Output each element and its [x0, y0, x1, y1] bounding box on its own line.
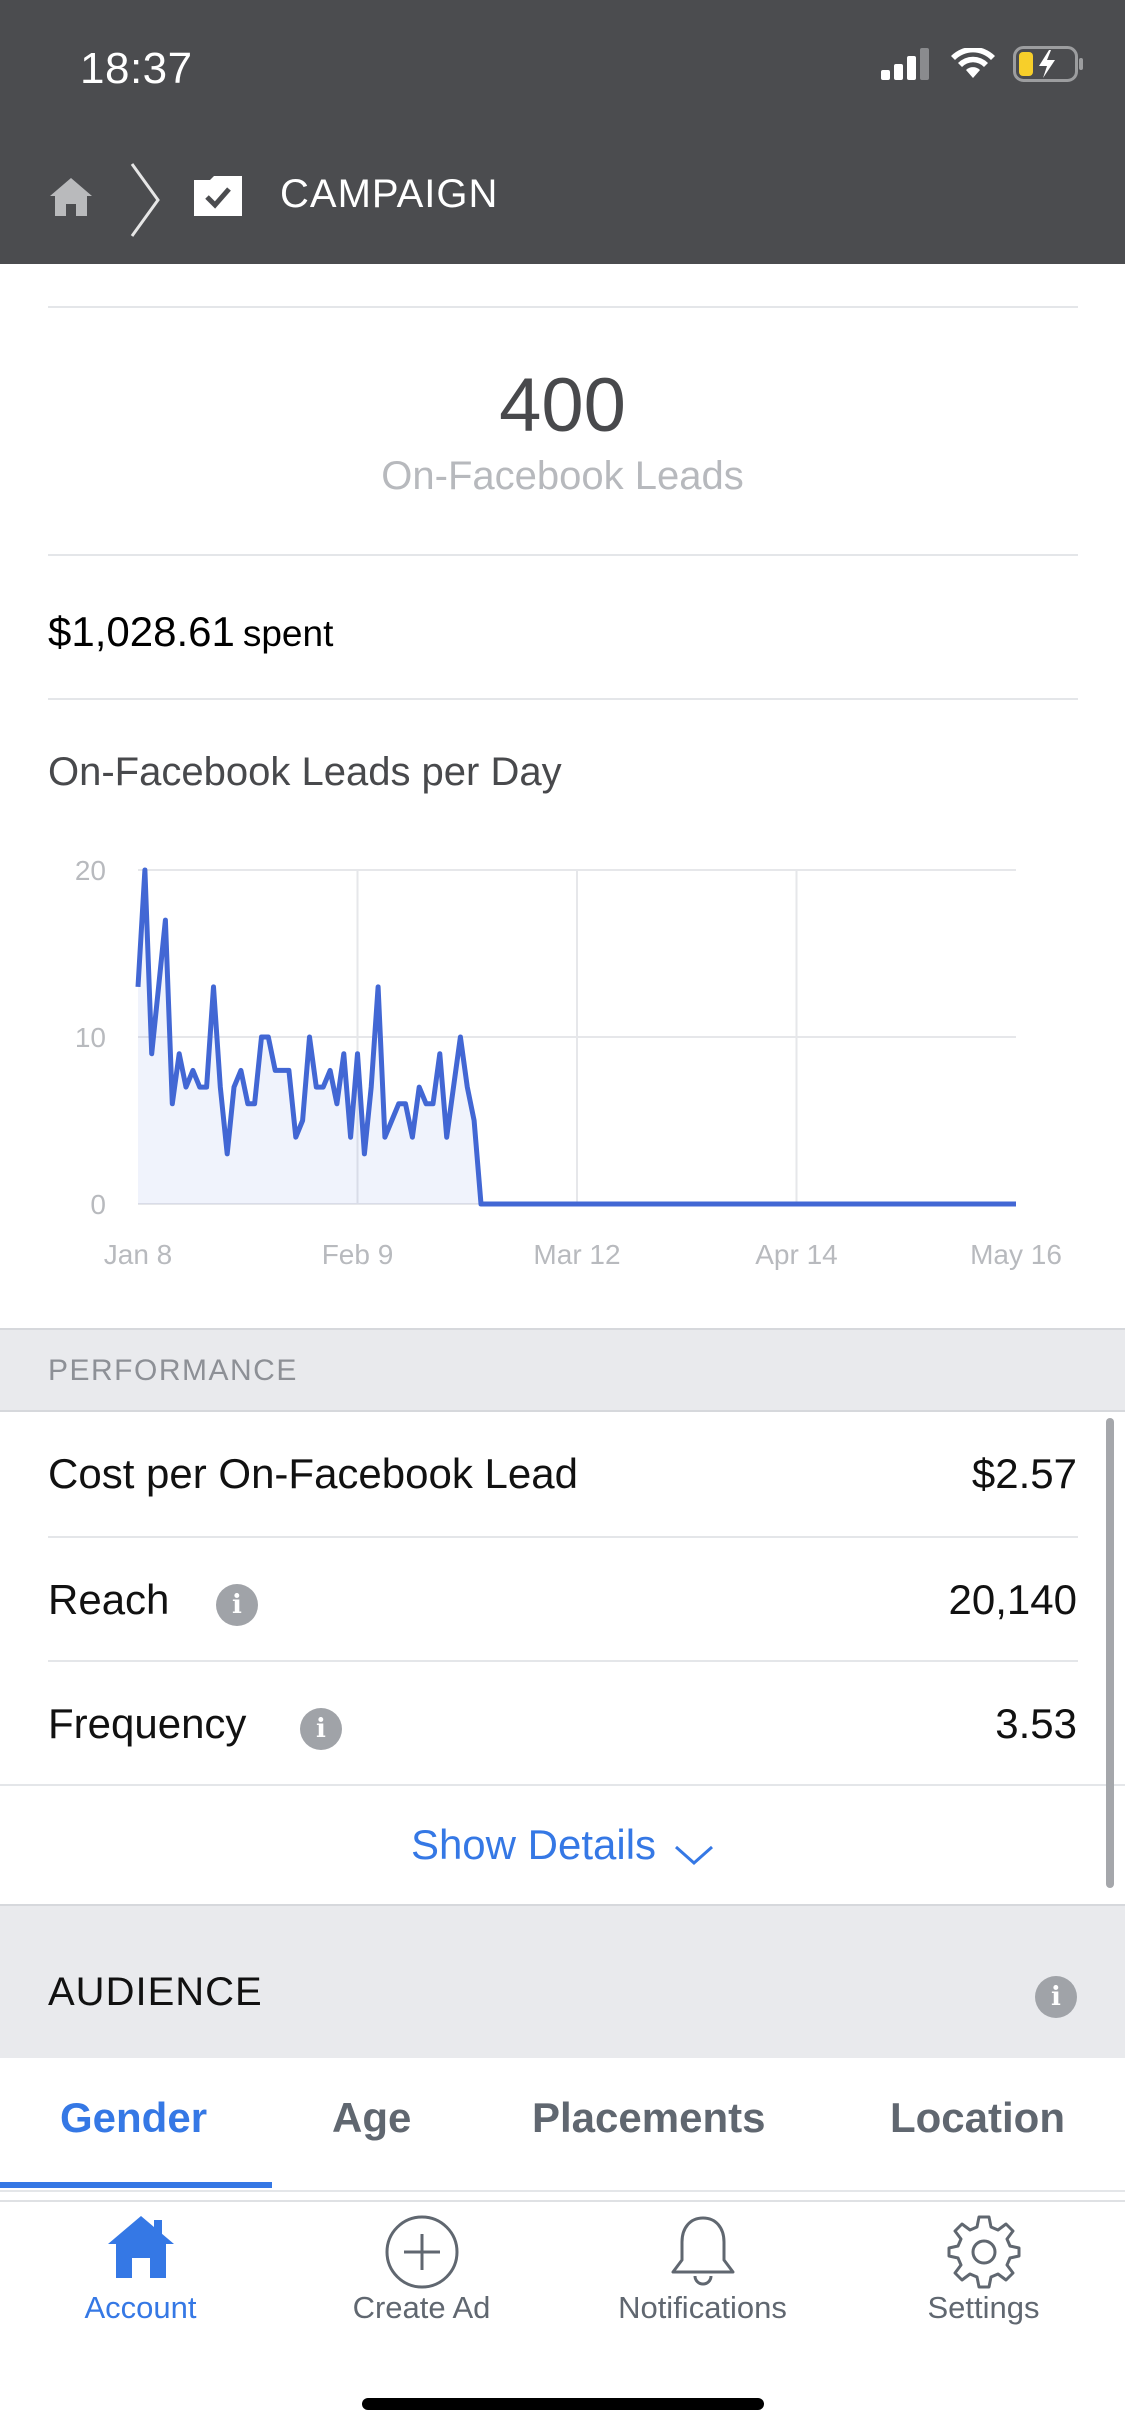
battery-icon: [1013, 46, 1083, 82]
chart-title: On-Facebook Leads per Day: [48, 750, 562, 794]
divider: [48, 1660, 1078, 1662]
divider: [0, 1784, 1125, 1786]
nav-settings[interactable]: Settings: [843, 2202, 1124, 2342]
divider: [48, 306, 1078, 308]
plus-circle-icon: [385, 2215, 458, 2289]
spent-word: spent: [242, 613, 334, 654]
spent-amount: $1,028.61: [48, 608, 235, 655]
folder-check-icon: [194, 176, 242, 216]
info-icon[interactable]: i: [300, 1708, 342, 1750]
page-title: CAMPAIGN: [280, 172, 499, 216]
chevron-right-icon: [130, 163, 160, 237]
scrollbar[interactable]: [1106, 1418, 1114, 1888]
x-tick-label: May 16: [970, 1239, 1062, 1270]
tab-placements[interactable]: Placements: [532, 2094, 766, 2141]
metric-value: 3.53: [995, 1700, 1077, 1747]
metric-value: $2.57: [971, 1450, 1077, 1497]
active-tab-indicator: [0, 2182, 272, 2188]
metric-label: Frequency: [48, 1700, 247, 1747]
nav-label: Account: [84, 2290, 197, 2325]
nav-create-ad[interactable]: Create Ad: [281, 2202, 562, 2342]
performance-title: PERFORMANCE: [48, 1354, 298, 1387]
divider: [48, 554, 1078, 556]
series-area: [138, 870, 1016, 1204]
bell-icon: [671, 2216, 734, 2286]
x-tick-label: Feb 9: [322, 1239, 394, 1270]
nav-label: Notifications: [618, 2290, 787, 2325]
nav-account[interactable]: Account: [0, 2202, 281, 2342]
status-icons: [881, 46, 1085, 82]
show-details-button[interactable]: Show Details: [0, 1786, 1125, 1904]
audience-header: AUDIENCE i: [0, 1904, 1125, 2058]
x-tick-label: Mar 12: [533, 1239, 620, 1270]
metric-row-frequency: Frequency i 3.53: [0, 1662, 1125, 1786]
leads-count: 400: [499, 363, 626, 448]
leads-label: On-Facebook Leads: [381, 454, 744, 498]
metric-label: Reach: [48, 1576, 170, 1623]
nav-label: Settings: [927, 2290, 1040, 2325]
nav-notifications[interactable]: Notifications: [562, 2202, 843, 2342]
y-tick-label: 0: [90, 1189, 106, 1220]
audience-title: AUDIENCE: [48, 1970, 263, 2014]
home-indicator: [362, 2398, 764, 2410]
y-tick-label: 20: [75, 855, 106, 886]
tab-gender[interactable]: Gender: [60, 2094, 208, 2141]
nav-label: Create Ad: [352, 2290, 491, 2325]
home-icon: [107, 2216, 174, 2278]
tab-location[interactable]: Location: [890, 2094, 1065, 2141]
tab-age[interactable]: Age: [332, 2094, 412, 2141]
metric-row-cost-per-lead: Cost per On-Facebook Lead $2.57: [0, 1412, 1125, 1536]
info-icon[interactable]: i: [216, 1584, 258, 1626]
divider: [48, 1536, 1078, 1538]
x-tick-label: Jan 8: [104, 1239, 173, 1270]
chevron-down-icon: [675, 1845, 714, 1865]
status-time: 18:37: [80, 44, 193, 93]
top-bar: 18:37 CAMPAIGN: [0, 0, 1125, 264]
info-icon[interactable]: i: [1035, 1976, 1077, 2018]
y-tick-label: 10: [75, 1022, 106, 1053]
audience-tabs: Gender Age Placements Location: [0, 2058, 1125, 2192]
show-details-label: Show Details: [410, 1821, 657, 1868]
metric-label: Cost per On-Facebook Lead: [48, 1450, 578, 1497]
divider: [48, 698, 1078, 700]
signal-icon: [881, 48, 929, 80]
amount-spent: $1,028.61 spent: [48, 608, 333, 656]
gear-icon: [947, 2215, 1020, 2289]
breadcrumb: CAMPAIGN: [0, 160, 1125, 240]
x-tick-label: Apr 14: [755, 1239, 838, 1270]
metric-row-reach: Reach i 20,140: [0, 1538, 1125, 1662]
wifi-icon: [951, 48, 995, 78]
series-line: [135, 867, 1016, 1207]
bottom-nav: Account Create Ad Notifications Settings: [0, 2200, 1125, 2436]
leads-per-day-chart: 0 10 20 Jan 8 Feb 9 Mar 12 Apr 14 May 16: [75, 855, 1062, 1270]
performance-header: PERFORMANCE: [0, 1328, 1125, 1412]
home-icon[interactable]: [48, 176, 94, 218]
metric-value: 20,140: [948, 1576, 1077, 1623]
